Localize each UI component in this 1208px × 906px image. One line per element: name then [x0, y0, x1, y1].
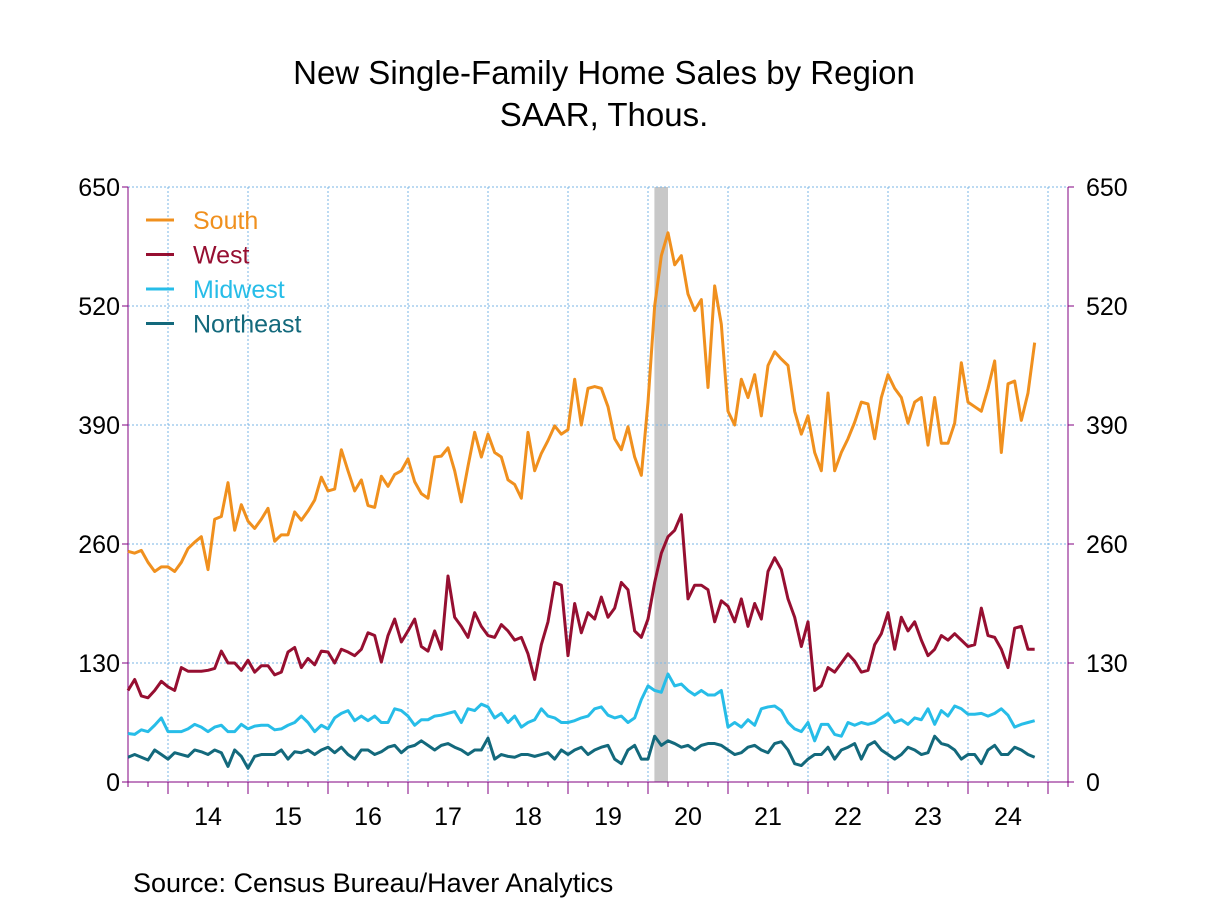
x-tick-label: 22 — [834, 803, 862, 831]
series-lines — [126, 231, 1037, 770]
x-tick-label: 24 — [994, 803, 1022, 831]
x-tick-label: 23 — [914, 803, 942, 831]
legend-label-midwest: Midwest — [193, 276, 285, 304]
y-tick-label-right: 390 — [1086, 412, 1128, 440]
axes: 0 0 130 130 260 260 390 390 520 520 650 650 14 15 16 17… — [78, 174, 1127, 831]
chart-subtitle: SAAR, Thous. — [499, 96, 709, 133]
x-tick-label: 16 — [354, 803, 382, 831]
y-tick-label-left: 0 — [106, 769, 120, 797]
chart-title: New Single-Family Home Sales by Region — [293, 54, 915, 91]
y-tick-label-left: 520 — [78, 293, 120, 321]
x-tick-label: 21 — [754, 803, 782, 831]
series-line-northeast — [127, 734, 1036, 770]
y-tick-label-right: 520 — [1086, 293, 1128, 321]
x-tick-label: 18 — [514, 803, 542, 831]
y-tick-label-left: 260 — [78, 531, 120, 559]
x-tick-label: 17 — [434, 803, 462, 831]
y-tick-label-left: 390 — [78, 412, 120, 440]
x-tick-label: 20 — [674, 803, 702, 831]
x-tick-label: 19 — [594, 803, 622, 831]
series-line-midwest — [127, 672, 1036, 743]
legend-label-northeast: Northeast — [193, 311, 301, 339]
y-tick-label-right: 0 — [1086, 769, 1100, 797]
gridlines — [128, 186, 1068, 783]
recession-band-layer — [654, 187, 668, 782]
recession-band — [654, 187, 668, 782]
legend-label-west: West — [193, 242, 250, 270]
chart-source: Source: Census Bureau/Haver Analytics — [133, 868, 614, 898]
legend-label-south: South — [193, 207, 258, 235]
y-tick-label-left: 130 — [78, 650, 120, 678]
series-line-south — [127, 231, 1037, 573]
y-tick-label-right: 260 — [1086, 531, 1128, 559]
y-tick-label-left: 650 — [78, 174, 120, 202]
series-line-west — [126, 513, 1035, 700]
x-tick-label: 14 — [194, 803, 222, 831]
x-tick-label: 15 — [274, 803, 302, 831]
y-tick-label-right: 650 — [1086, 174, 1128, 202]
legend: South West Midwest Northeast — [146, 207, 301, 339]
y-tick-label-right: 130 — [1086, 650, 1128, 678]
